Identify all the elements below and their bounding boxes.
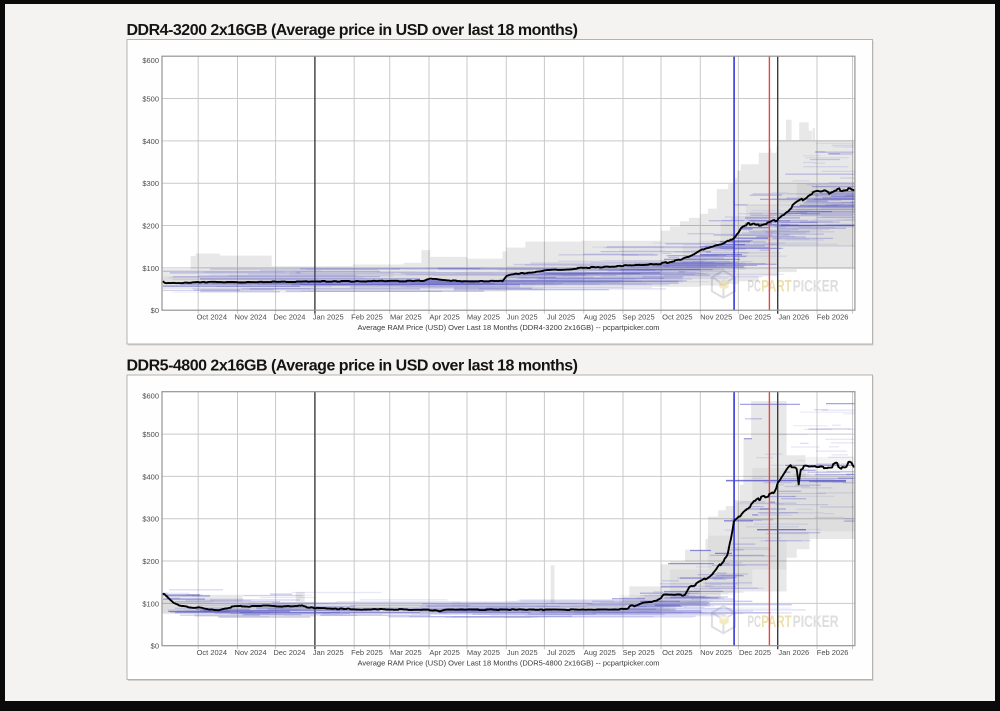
svg-text:PART: PART	[761, 277, 792, 296]
svg-text:Jul 2025: Jul 2025	[547, 648, 575, 657]
svg-text:$100: $100	[142, 264, 159, 273]
svg-text:Sep 2025: Sep 2025	[623, 648, 655, 657]
svg-text:$400: $400	[142, 137, 159, 146]
svg-text:PICKER: PICKER	[793, 612, 839, 631]
svg-text:Oct 2025: Oct 2025	[662, 313, 692, 322]
svg-text:Jan 2025: Jan 2025	[313, 648, 344, 657]
svg-text:Oct 2025: Oct 2025	[662, 648, 692, 657]
svg-text:May 2025: May 2025	[467, 313, 500, 322]
svg-text:Feb 2025: Feb 2025	[351, 648, 383, 657]
svg-text:$600: $600	[142, 391, 159, 400]
svg-text:Mar 2025: Mar 2025	[390, 648, 422, 657]
svg-text:Mar 2025: Mar 2025	[390, 313, 422, 322]
svg-text:Jan 2025: Jan 2025	[313, 313, 344, 322]
svg-text:Sep 2025: Sep 2025	[623, 313, 655, 322]
svg-text:Aug 2025: Aug 2025	[584, 648, 616, 657]
svg-text:Dec 2025: Dec 2025	[739, 648, 771, 657]
svg-text:$200: $200	[142, 557, 159, 566]
svg-text:Oct 2024: Oct 2024	[197, 648, 227, 657]
svg-text:Apr 2025: Apr 2025	[429, 313, 459, 322]
svg-text:Apr 2025: Apr 2025	[429, 648, 459, 657]
svg-text:$100: $100	[142, 599, 159, 608]
svg-text:Jun 2025: Jun 2025	[507, 648, 538, 657]
svg-text:$500: $500	[142, 95, 159, 104]
svg-text:PART: PART	[761, 612, 792, 631]
svg-text:Feb 2026: Feb 2026	[817, 313, 849, 322]
svg-text:$300: $300	[142, 515, 159, 524]
svg-text:Nov 2025: Nov 2025	[700, 313, 732, 322]
svg-text:Nov 2025: Nov 2025	[700, 648, 732, 657]
svg-text:$200: $200	[142, 222, 159, 231]
svg-text:Dec 2025: Dec 2025	[739, 313, 771, 322]
svg-text:$500: $500	[142, 430, 159, 439]
svg-text:Jun 2025: Jun 2025	[507, 313, 538, 322]
svg-text:Dec 2024: Dec 2024	[273, 313, 305, 322]
svg-text:DDR4-3200 2x16GB (Average pric: DDR4-3200 2x16GB (Average price in USD o…	[127, 22, 578, 39]
svg-text:Oct 2024: Oct 2024	[197, 313, 227, 322]
svg-text:May 2025: May 2025	[467, 648, 500, 657]
svg-text:PICKER: PICKER	[793, 277, 839, 296]
svg-text:Nov 2024: Nov 2024	[235, 313, 267, 322]
svg-text:$400: $400	[142, 472, 159, 481]
svg-text:Jul 2025: Jul 2025	[547, 313, 575, 322]
svg-text:Dec 2024: Dec 2024	[273, 648, 305, 657]
svg-text:DDR5-4800 2x16GB (Average pric: DDR5-4800 2x16GB (Average price in USD o…	[127, 358, 578, 375]
svg-text:Jan 2026: Jan 2026	[778, 313, 809, 322]
svg-text:Average RAM Price (USD) Over L: Average RAM Price (USD) Over Last 18 Mon…	[357, 659, 659, 668]
svg-text:Aug 2025: Aug 2025	[584, 313, 616, 322]
svg-text:Jan 2026: Jan 2026	[778, 648, 809, 657]
svg-text:$300: $300	[142, 179, 159, 188]
svg-text:PC: PC	[748, 612, 762, 631]
svg-text:Nov 2024: Nov 2024	[235, 648, 267, 657]
svg-text:$0: $0	[151, 306, 159, 315]
svg-text:Average RAM Price (USD) Over L: Average RAM Price (USD) Over Last 18 Mon…	[357, 323, 659, 332]
svg-text:Feb 2025: Feb 2025	[351, 313, 383, 322]
svg-text:Feb 2026: Feb 2026	[817, 648, 849, 657]
svg-text:$600: $600	[142, 56, 159, 65]
svg-text:PC: PC	[748, 277, 762, 296]
svg-text:$0: $0	[151, 642, 159, 651]
